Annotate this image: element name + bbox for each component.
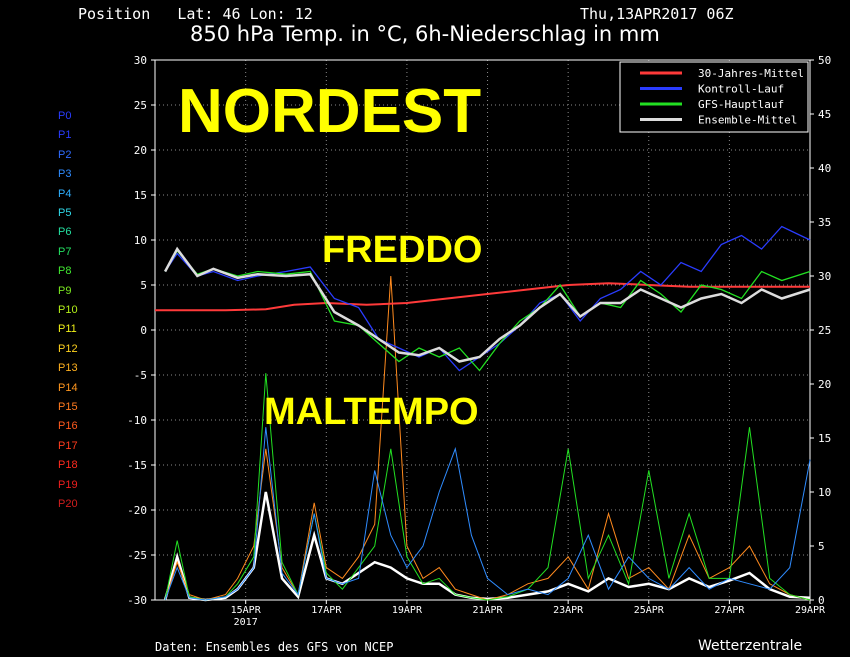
chart-title: 850 hPa Temp. in °C, 6h-Niederschlag in … (190, 22, 660, 46)
y-tick-label-right: 40 (818, 162, 831, 175)
y-tick-label-left: -10 (127, 414, 147, 427)
y-tick-label-right: 0 (818, 594, 825, 607)
x-tick-label: 17APR (311, 605, 342, 616)
y-tick-label-right: 30 (818, 270, 831, 283)
legend-label: Kontroll-Lauf (698, 83, 784, 96)
y-tick-label-right: 5 (818, 540, 825, 553)
y-tick-label-left: 20 (134, 144, 147, 157)
member-label-p11: P11 (58, 323, 77, 336)
y-tick-label-left: -15 (127, 459, 147, 472)
precip-line-0 (163, 491, 811, 602)
brand-label: Wetterzentrale (698, 638, 803, 654)
member-label-p18: P18 (58, 459, 78, 472)
x-tick-label: 25APR (634, 605, 665, 616)
y-tick-label-left: -5 (134, 369, 147, 382)
temp-line-3 (163, 246, 811, 363)
y-tick-label-left: 5 (140, 279, 147, 292)
y-tick-label-right: 15 (818, 432, 831, 445)
member-label-p7: P7 (58, 245, 72, 258)
y-tick-label-left: 30 (134, 54, 147, 67)
member-label-p5: P5 (58, 207, 72, 219)
y-tick-label-left: -20 (127, 504, 147, 517)
y-tick-label-right: 25 (818, 324, 831, 337)
member-label-p2: P2 (58, 148, 72, 161)
y-tick-label-right: 35 (818, 216, 831, 229)
x-tick-label: 15APR (231, 605, 262, 616)
member-label-p13: P13 (58, 362, 78, 375)
member-label-p17: P17 (58, 439, 78, 452)
x-tick-label: 29APR (795, 605, 826, 616)
member-label-p9: P9 (58, 284, 72, 297)
x-tick-sublabel: 2017 (234, 617, 258, 628)
y-tick-label-right: 10 (818, 486, 831, 499)
y-tick-label-left: 10 (134, 234, 147, 247)
member-label-p6: P6 (58, 226, 72, 239)
precip-line-2 (164, 373, 811, 601)
overlay-maltempo: MALTEMPO (264, 391, 479, 433)
precip-series (163, 275, 811, 602)
member-label-p16: P16 (58, 420, 78, 433)
y-tick-label-left: 25 (134, 99, 147, 112)
y-tick-label-left: -30 (127, 594, 147, 607)
member-label-p0: P0 (58, 110, 72, 122)
y-tick-label-left: -25 (127, 549, 147, 562)
data-source-label: Daten: Ensembles des GFS von NCEP (155, 640, 394, 654)
temp-line-0 (155, 282, 810, 312)
y-tick-label-left: 15 (134, 189, 147, 202)
legend-label: Ensemble-Mittel (698, 114, 797, 127)
x-tick-label: 23APR (553, 605, 584, 616)
member-label-p3: P3 (58, 168, 72, 181)
x-tick-label: 21APR (472, 605, 503, 616)
x-tick-label: 19APR (392, 605, 423, 616)
legend-label: 30-Jahres-Mittel (698, 67, 804, 80)
precip-line-3 (164, 427, 811, 601)
y-tick-label-right: 20 (818, 378, 831, 391)
date-label: Thu,13APR2017 06Z (580, 5, 734, 23)
temp-line-2 (164, 249, 811, 372)
member-label-p1: P1 (58, 129, 72, 142)
overlay-nordest: NORDEST (178, 77, 481, 146)
overlay-text: NORDEST FREDDO MALTEMPO (178, 77, 482, 433)
position-label: Position Lat: 46 Lon: 12 (78, 5, 313, 23)
plot-frame (154, 59, 811, 601)
y-tick-label-right: 45 (818, 108, 831, 121)
legend: 30-Jahres-Mittel Kontroll-Lauf GFS-Hauptla… (619, 61, 809, 133)
member-label-p20: P20 (58, 498, 78, 510)
overlay-freddo: FREDDO (322, 229, 482, 271)
member-label-p12: P12 (58, 342, 78, 355)
axes: -30 -25 -20 -15 -10 -5 0 5 10 15 20 25 30 0 5 10 15 20 25 3… (127, 54, 831, 628)
member-label-p4: P4 (58, 187, 72, 200)
legend-label: GFS-Hauptlauf (698, 98, 784, 111)
temp-series (155, 225, 811, 372)
y-tick-label-left: 0 (140, 324, 147, 337)
member-label-p8: P8 (58, 265, 72, 278)
member-label-p15: P15 (58, 401, 78, 413)
y-tick-label-right: 50 (818, 54, 831, 67)
member-label-p10: P10 (58, 304, 78, 316)
member-label-p19: P19 (58, 478, 78, 491)
member-label-p14: P14 (58, 381, 78, 394)
x-tick-label: 27APR (714, 605, 745, 616)
